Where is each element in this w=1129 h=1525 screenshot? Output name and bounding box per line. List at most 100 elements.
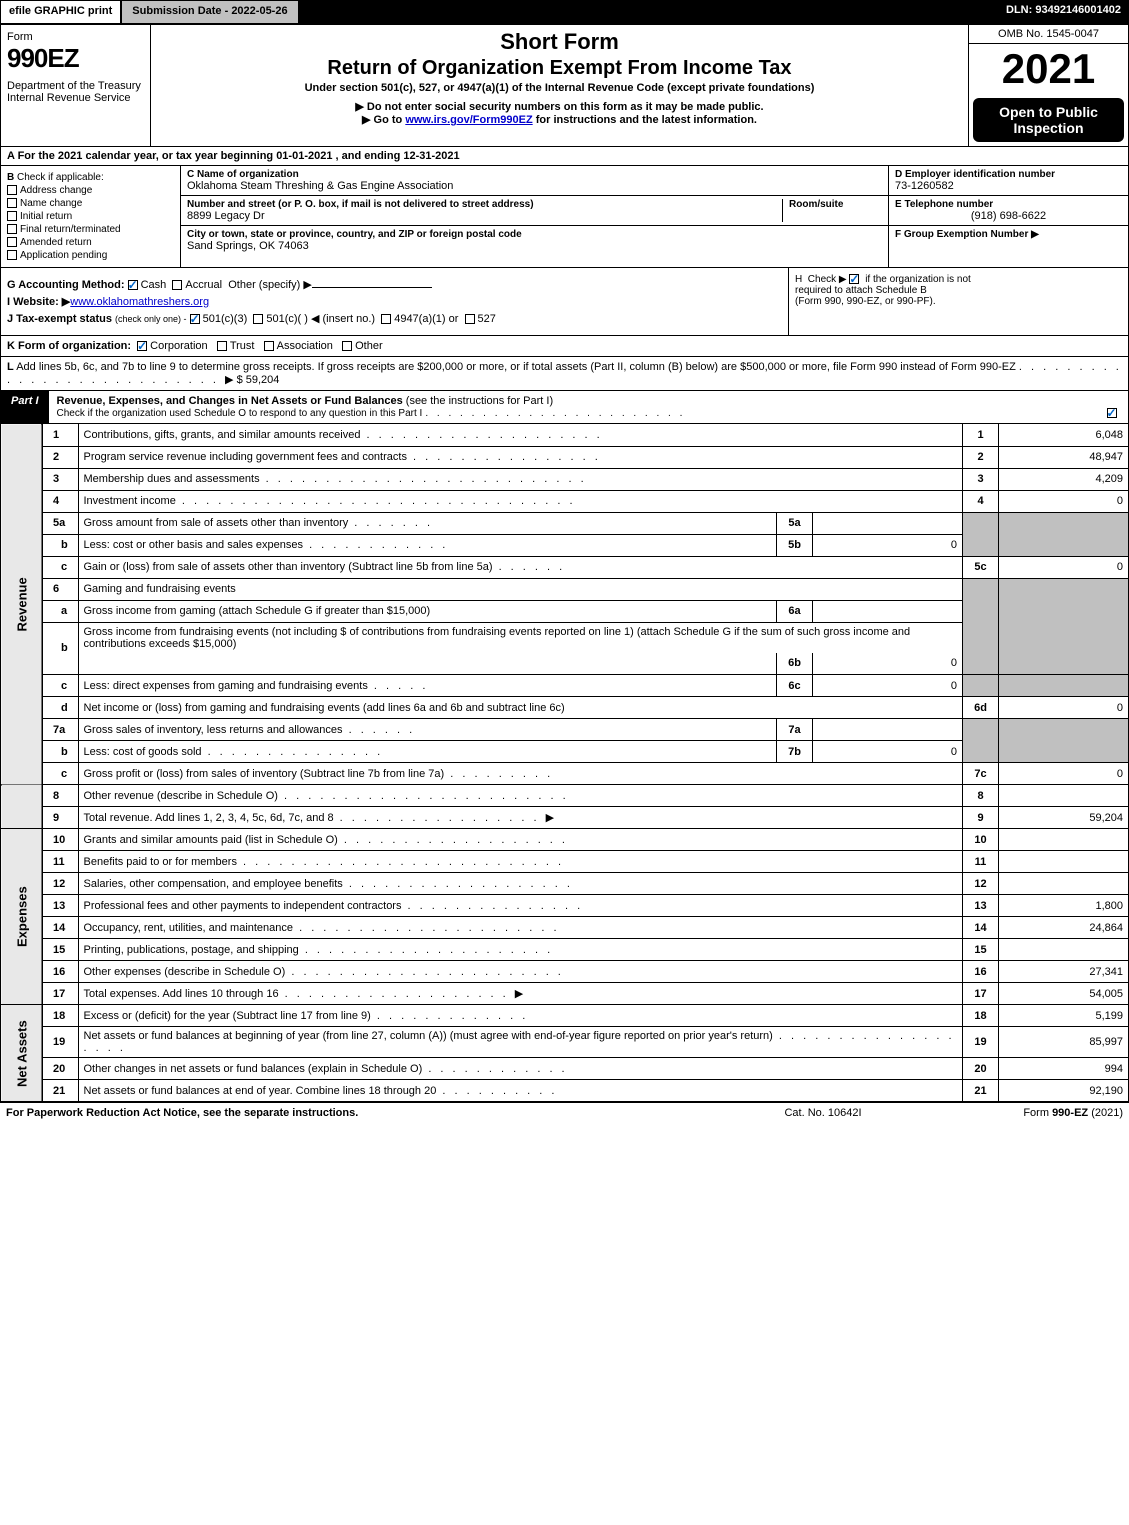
label-amended-return: Amended return [20, 237, 92, 248]
line-5b-sub: 5b [777, 534, 813, 556]
open-to-public: Open to Public Inspection [973, 98, 1124, 142]
checkbox-501c3[interactable] [190, 314, 200, 324]
h-box: H Check ▶ if the organization is not req… [788, 268, 1128, 335]
line-2-desc: Program service revenue including govern… [84, 451, 407, 463]
b-label: B [7, 172, 14, 183]
checkbox-other-org[interactable] [342, 341, 352, 351]
main-title: Return of Organization Exempt From Incom… [159, 57, 960, 80]
label-501c: 501(c)( ) [266, 313, 308, 325]
form-number: 990EZ [7, 43, 144, 74]
l-text: Add lines 5b, 6c, and 7b to line 9 to de… [16, 361, 1016, 373]
line-18-num: 18 [42, 1005, 78, 1027]
line-4-num: 4 [42, 490, 78, 512]
checkbox-cash[interactable] [128, 280, 138, 290]
i-label: I Website: ▶ [7, 296, 70, 308]
line-6d-val: 0 [999, 697, 1129, 719]
line-19-desc: Net assets or fund balances at beginning… [84, 1030, 773, 1042]
efile-print-button[interactable]: efile GRAPHIC print [0, 0, 121, 24]
addr-label: Number and street (or P. O. box, if mail… [187, 199, 782, 210]
omb-number: OMB No. 1545-0047 [969, 25, 1128, 44]
checkbox-accrual[interactable] [172, 280, 182, 290]
h-not: not [957, 274, 971, 285]
label-other-org: Other [355, 340, 383, 352]
label-initial-return: Initial return [20, 211, 72, 222]
checkbox-address-change[interactable] [7, 185, 17, 195]
line-2-col: 2 [963, 446, 999, 468]
financial-table: Revenue 1 Contributions, gifts, grants, … [0, 424, 1129, 1102]
form-header: Form 990EZ Department of the Treasury In… [0, 24, 1129, 147]
line-21-desc: Net assets or fund balances at end of ye… [84, 1085, 437, 1097]
line-4-desc: Investment income [84, 495, 176, 507]
checkbox-assoc[interactable] [264, 341, 274, 351]
line-5b-num: b [42, 534, 78, 556]
line-13-val: 1,800 [999, 895, 1129, 917]
label-accrual: Accrual [185, 279, 222, 291]
h-text2: if the organization is [865, 274, 954, 285]
line-6b-subval: 0 [813, 653, 963, 675]
city-label: City or town, state or province, country… [187, 229, 882, 240]
checkbox-final-return[interactable] [7, 224, 17, 234]
checkbox-corp[interactable] [137, 341, 147, 351]
j-label: J Tax-exempt status [7, 313, 112, 325]
checkbox-h[interactable] [849, 274, 859, 284]
checkbox-initial-return[interactable] [7, 211, 17, 221]
line-20-col: 20 [963, 1058, 999, 1080]
revenue-side-cont [1, 785, 43, 829]
checkbox-trust[interactable] [217, 341, 227, 351]
line-14-val: 24,864 [999, 917, 1129, 939]
line-7c-col: 7c [963, 763, 999, 785]
checkbox-application-pending[interactable] [7, 250, 17, 260]
label-4947: 4947(a)(1) or [394, 313, 458, 325]
h-text4: (Form 990, 990-EZ, or 990-PF). [795, 296, 936, 307]
label-corp: Corporation [150, 340, 207, 352]
line-13-num: 13 [42, 895, 78, 917]
col-c-org-info: C Name of organization Oklahoma Steam Th… [181, 166, 888, 267]
section-bcd: B Check if applicable: Address change Na… [0, 166, 1129, 268]
city-value: Sand Springs, OK 74063 [187, 240, 882, 252]
website-link[interactable]: www.oklahomathreshers.org [70, 296, 209, 308]
line-6b-desc: Gross income from fundraising events (no… [84, 626, 347, 638]
netassets-side-label: Net Assets [1, 1005, 43, 1102]
h-text1: Check ▶ [808, 274, 847, 285]
checkbox-name-change[interactable] [7, 198, 17, 208]
line-8-desc: Other revenue (describe in Schedule O) [84, 790, 278, 802]
line-7c-val: 0 [999, 763, 1129, 785]
addr-value: 8899 Legacy Dr [187, 210, 782, 222]
line-17-num: 17 [42, 983, 78, 1005]
checkbox-schedule-o[interactable] [1107, 408, 1117, 418]
line-3-col: 3 [963, 468, 999, 490]
checkbox-501c[interactable] [253, 314, 263, 324]
label-final-return: Final return/terminated [20, 224, 121, 235]
line-6b-sub: 6b [777, 653, 813, 675]
line-5b-desc: Less: cost or other basis and sales expe… [84, 539, 304, 551]
line-6a-subval [813, 600, 963, 622]
line-15-col: 15 [963, 939, 999, 961]
label-address-change: Address change [20, 185, 92, 196]
line-20-val: 994 [999, 1058, 1129, 1080]
line-3-val: 4,209 [999, 468, 1129, 490]
footer-right-form: 990-EZ [1052, 1107, 1088, 1119]
checkbox-527[interactable] [465, 314, 475, 324]
shaded-7v [999, 719, 1129, 763]
line-6c-desc: Less: direct expenses from gaming and fu… [84, 680, 368, 692]
line-6a-num: a [42, 600, 78, 622]
line-9-col: 9 [963, 807, 999, 829]
checkbox-4947[interactable] [381, 314, 391, 324]
line-7c-num: c [42, 763, 78, 785]
label-name-change: Name change [20, 198, 82, 209]
line-18-val: 5,199 [999, 1005, 1129, 1027]
footer-center: Cat. No. 10642I [723, 1107, 923, 1119]
org-name: Oklahoma Steam Threshing & Gas Engine As… [187, 180, 882, 192]
line-4-col: 4 [963, 490, 999, 512]
irs-link[interactable]: www.irs.gov/Form990EZ [405, 114, 532, 126]
other-specify-field[interactable] [312, 287, 432, 288]
shaded-6c [963, 675, 999, 697]
checkbox-amended-return[interactable] [7, 237, 17, 247]
label-501c3: 501(c)(3) [203, 313, 248, 325]
goto-line: ▶ Go to www.irs.gov/Form990EZ for instru… [159, 113, 960, 126]
line-5a-num: 5a [42, 512, 78, 534]
line-11-num: 11 [42, 851, 78, 873]
line-12-num: 12 [42, 873, 78, 895]
line-10-desc: Grants and similar amounts paid (list in… [84, 834, 338, 846]
line-8-num: 8 [42, 785, 78, 807]
